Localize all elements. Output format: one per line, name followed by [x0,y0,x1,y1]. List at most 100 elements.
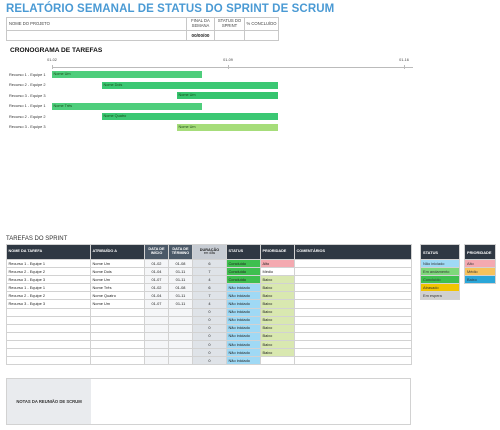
start-date-cell[interactable]: 01-04 [144,267,169,277]
duration-cell[interactable]: 0 [192,307,227,317]
start-date-cell[interactable]: 01-04 [144,291,169,301]
start-date-cell[interactable]: 01-07 [144,275,169,285]
task-name-cell[interactable]: Recurso 2 - Equipe 2 [6,291,91,301]
start-date-cell[interactable] [144,323,169,333]
priority-cell[interactable] [260,356,295,366]
duration-cell[interactable]: 0 [192,356,227,366]
start-date-cell[interactable] [144,307,169,317]
priority-cell[interactable]: Baixo [260,283,295,293]
priority-cell[interactable]: Baixo [260,315,295,325]
assigned-cell[interactable]: Nome Um [90,275,145,285]
end-date-cell[interactable] [168,339,193,350]
duration-cell[interactable]: 0 [192,323,227,333]
end-date-cell[interactable]: 01-11 [168,299,193,309]
duration-cell[interactable]: 0 [192,348,227,358]
task-name-cell[interactable] [6,331,91,341]
start-date-cell[interactable] [144,356,169,366]
comments-cell[interactable] [294,299,412,309]
comments-cell[interactable] [294,339,412,350]
comments-cell[interactable] [294,307,412,317]
priority-cell[interactable]: Médio [260,267,295,277]
assigned-cell[interactable] [90,315,145,325]
status-cell[interactable]: Não iniciado [226,323,261,333]
status-cell[interactable]: Não iniciado [226,291,261,301]
start-date-cell[interactable] [144,348,169,358]
end-date-cell[interactable] [168,331,193,341]
priority-cell[interactable]: Baixo [260,275,295,285]
end-date-cell[interactable]: 01-08 [168,283,193,293]
end-date-cell[interactable]: 01-11 [168,291,193,301]
status-cell[interactable]: Concluído [226,258,261,269]
comments-cell[interactable] [294,348,412,358]
start-date-cell[interactable] [144,315,169,325]
end-date-cell[interactable] [168,307,193,317]
assigned-cell[interactable] [90,339,145,350]
end-date-cell[interactable] [168,356,193,366]
duration-cell[interactable]: 7 [192,267,227,277]
status-cell[interactable]: Concluído [226,275,261,285]
comments-cell[interactable] [294,315,412,325]
assigned-cell[interactable] [90,307,145,317]
comments-cell[interactable] [294,258,412,269]
priority-cell[interactable]: Alto [260,258,295,269]
duration-cell[interactable]: 4 [192,299,227,309]
task-name-cell[interactable] [6,348,91,358]
end-date-cell[interactable] [168,348,193,358]
status-cell[interactable]: Não iniciado [226,356,261,366]
priority-cell[interactable]: Baixo [260,331,295,341]
task-name-cell[interactable] [6,307,91,317]
status-cell[interactable]: Não iniciado [226,307,261,317]
comments-cell[interactable] [294,331,412,341]
assigned-cell[interactable]: Nome Um [90,299,145,309]
sprint-status-value[interactable] [214,30,245,41]
percent-complete-value[interactable] [244,30,279,41]
end-date-cell[interactable] [168,315,193,325]
comments-cell[interactable] [294,323,412,333]
priority-cell[interactable]: Baixo [260,299,295,309]
scrum-notes-box[interactable]: NOTAS DA REUNIÃO DE SCRUM [6,378,411,425]
assigned-cell[interactable]: Nome Dois [90,267,145,277]
duration-cell[interactable]: 0 [192,331,227,341]
task-name-cell[interactable]: Recurso 1 - Equipe 1 [6,258,91,269]
status-cell[interactable]: Não iniciado [226,315,261,325]
priority-cell[interactable]: Baixo [260,323,295,333]
status-cell[interactable]: Não iniciado [226,331,261,341]
comments-cell[interactable] [294,356,412,366]
assigned-cell[interactable] [90,331,145,341]
status-cell[interactable]: Não iniciado [226,348,261,358]
task-name-cell[interactable]: Recurso 3 - Equipe 3 [6,275,91,285]
duration-cell[interactable]: 6 [192,283,227,293]
status-cell[interactable]: Não iniciado [226,299,261,309]
start-date-cell[interactable]: 01-02 [144,283,169,293]
task-name-cell[interactable]: Recurso 3 - Equipe 3 [6,299,91,309]
task-name-cell[interactable] [6,323,91,333]
comments-cell[interactable] [294,283,412,293]
week-end-value[interactable]: 00/00/00 [186,30,215,41]
start-date-cell[interactable] [144,331,169,341]
duration-cell[interactable]: 7 [192,291,227,301]
start-date-cell[interactable] [144,339,169,350]
assigned-cell[interactable]: Nome Três [90,283,145,293]
comments-cell[interactable] [294,291,412,301]
assigned-cell[interactable]: Nome Um [90,258,145,269]
comments-cell[interactable] [294,275,412,285]
end-date-cell[interactable]: 01-11 [168,275,193,285]
status-cell[interactable]: Não iniciado [226,339,261,350]
status-cell[interactable]: Concluído [226,267,261,277]
end-date-cell[interactable]: 01-08 [168,258,193,269]
task-name-cell[interactable]: Recurso 2 - Equipe 2 [6,267,91,277]
assigned-cell[interactable] [90,323,145,333]
priority-cell[interactable]: Baixo [260,339,295,350]
task-name-cell[interactable]: Recurso 1 - Equipe 1 [6,283,91,293]
task-name-cell[interactable] [6,339,91,350]
task-name-cell[interactable] [6,315,91,325]
start-date-cell[interactable]: 01-07 [144,299,169,309]
status-cell[interactable]: Não iniciado [226,283,261,293]
duration-cell[interactable]: 4 [192,275,227,285]
duration-cell[interactable]: 0 [192,315,227,325]
end-date-cell[interactable]: 01-11 [168,267,193,277]
assigned-cell[interactable]: Nome Quatro [90,291,145,301]
assigned-cell[interactable] [90,348,145,358]
start-date-cell[interactable]: 01-02 [144,258,169,269]
comments-cell[interactable] [294,267,412,277]
